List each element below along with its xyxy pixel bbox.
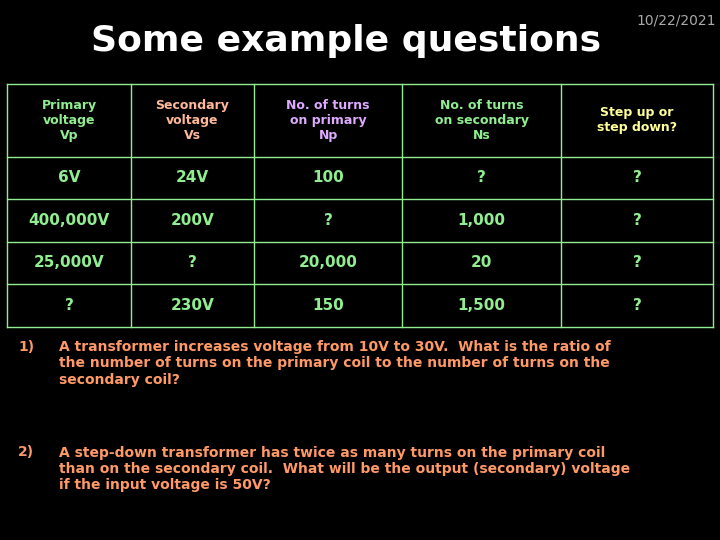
- Text: Step up or
step down?: Step up or step down?: [597, 106, 677, 134]
- Text: ?: ?: [632, 170, 642, 185]
- Text: 25,000V: 25,000V: [34, 255, 104, 271]
- Text: A transformer increases voltage from 10V to 30V.  What is the ratio of
the numbe: A transformer increases voltage from 10V…: [59, 340, 611, 387]
- Text: ?: ?: [324, 213, 333, 228]
- Text: No. of turns
on secondary
Ns: No. of turns on secondary Ns: [435, 99, 528, 141]
- Text: 1,000: 1,000: [458, 213, 505, 228]
- Text: No. of turns
on primary
Np: No. of turns on primary Np: [287, 99, 370, 141]
- Text: 1,500: 1,500: [458, 298, 505, 313]
- Text: 10/22/2021: 10/22/2021: [637, 14, 716, 28]
- Text: A step-down transformer has twice as many turns on the primary coil
than on the : A step-down transformer has twice as man…: [59, 446, 630, 492]
- Text: ?: ?: [477, 170, 486, 185]
- Text: Some example questions: Some example questions: [91, 24, 600, 58]
- Text: ?: ?: [632, 213, 642, 228]
- Text: 230V: 230V: [171, 298, 215, 313]
- Text: 150: 150: [312, 298, 344, 313]
- Text: ?: ?: [632, 255, 642, 271]
- Text: 20,000: 20,000: [299, 255, 358, 271]
- Text: 100: 100: [312, 170, 344, 185]
- Text: 20: 20: [471, 255, 492, 271]
- Text: ?: ?: [188, 255, 197, 271]
- Text: Secondary
voltage
Vs: Secondary voltage Vs: [156, 99, 230, 141]
- Text: 6V: 6V: [58, 170, 80, 185]
- Text: Primary
voltage
Vp: Primary voltage Vp: [41, 99, 96, 141]
- Text: 200V: 200V: [171, 213, 215, 228]
- Text: ?: ?: [65, 298, 73, 313]
- Text: 24V: 24V: [176, 170, 209, 185]
- Text: 400,000V: 400,000V: [28, 213, 109, 228]
- Text: ?: ?: [632, 298, 642, 313]
- Text: 1): 1): [18, 340, 34, 354]
- Text: 2): 2): [18, 446, 34, 460]
